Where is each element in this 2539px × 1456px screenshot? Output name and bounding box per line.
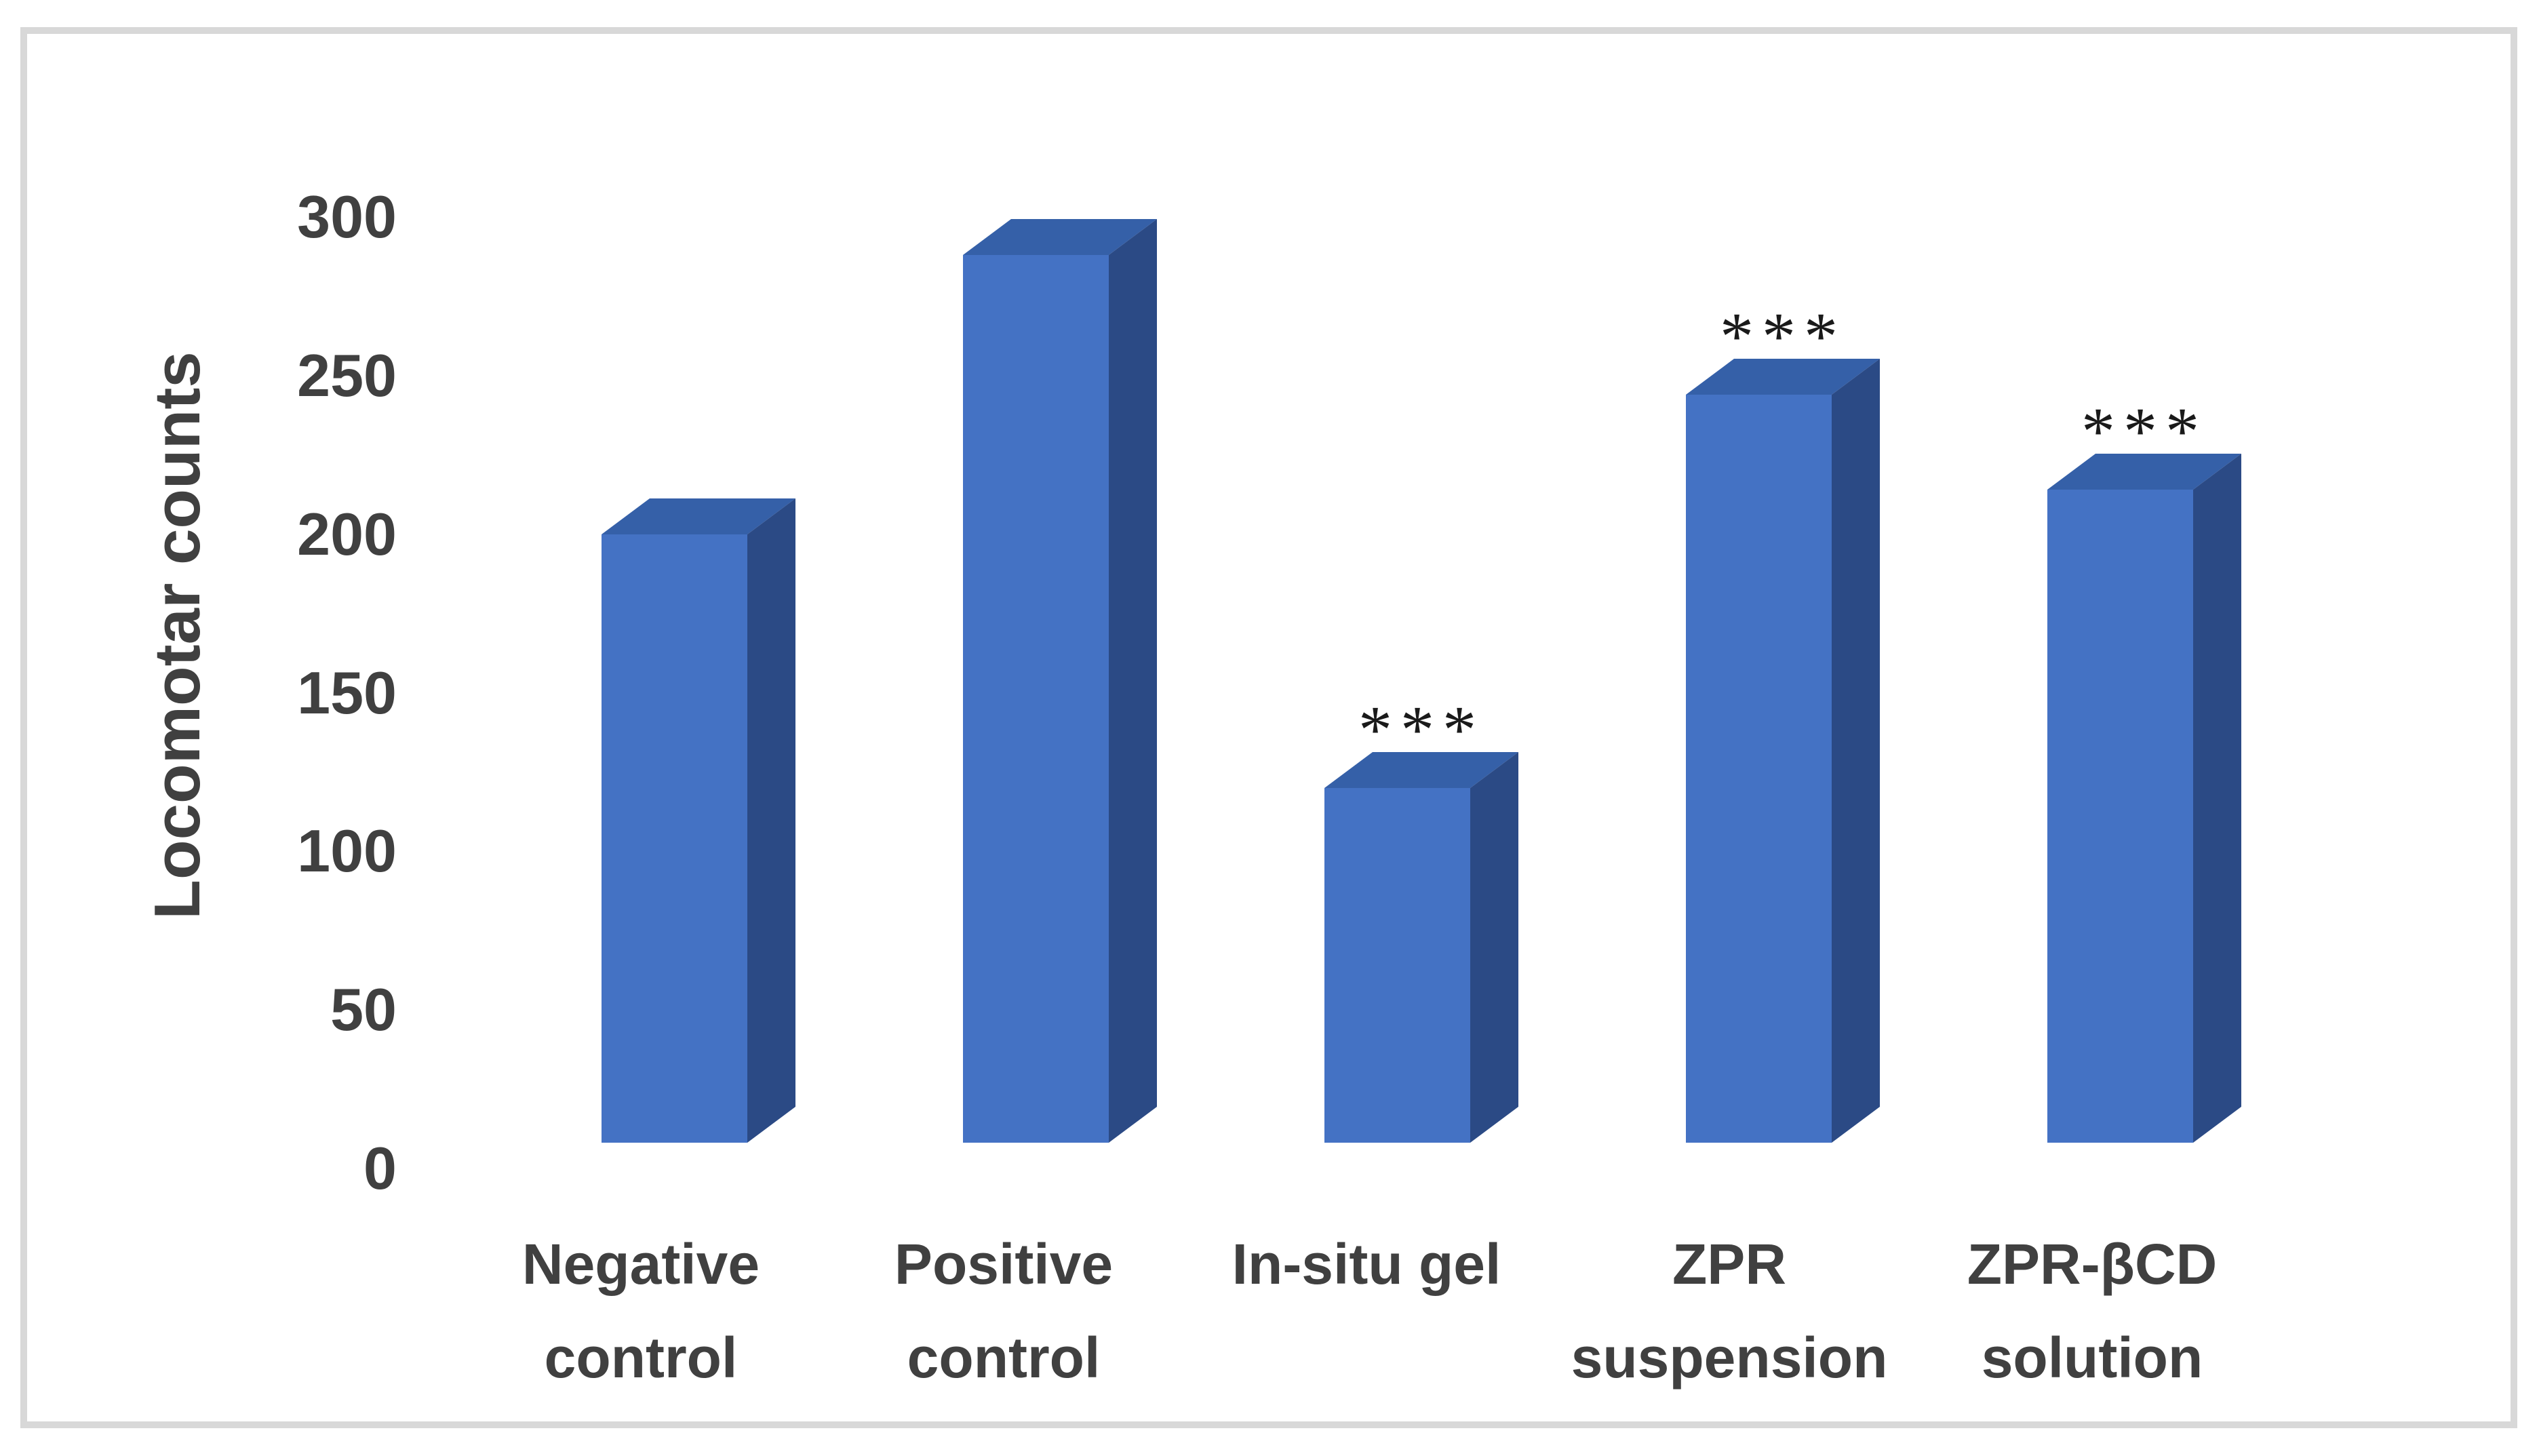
y-tick-label-150: 150 [297,658,397,726]
bar-side-negative-control [747,498,795,1143]
category-label-zpr-cd-solution: ZPR-βCD solution [1967,1217,2218,1404]
category-label-negative-control: Negative control [522,1217,760,1404]
category-label-zpr-suspension: ZPR suspension [1571,1217,1888,1404]
bar-front-zpr-suspension [1686,395,1832,1143]
y-tick-label-0: 0 [363,1135,397,1202]
y-tick-label-100: 100 [297,817,397,885]
bar-side-zpr-suspension [1832,359,1880,1143]
category-label-line: Negative [521,1232,760,1296]
category-label-positive-control: Positive control [894,1217,1113,1404]
bar-front-positive-control [963,255,1109,1143]
category-label-line: control [907,1326,1101,1390]
y-tick-label-50: 50 [330,976,397,1044]
category-label-in-situ-gel: In-situ gel [1232,1217,1501,1311]
category-label-line: solution [1981,1326,2203,1390]
category-label-line: Positive [894,1232,1114,1296]
category-label-line: ZPR-βCD [1967,1232,2218,1296]
category-label-line: ZPR [1672,1232,1786,1296]
y-tick-label-200: 200 [297,500,397,568]
y-tick-label-250: 250 [297,342,397,409]
significance-marker-in-situ-gel: *** [1358,692,1484,767]
category-label-line: suspension [1571,1326,1888,1390]
significance-marker-zpr-suspension: *** [1720,298,1846,374]
bar-side-in-situ-gel [1470,752,1518,1143]
bar-side-zpr-cd-solution [2193,454,2241,1143]
bar-front-zpr-cd-solution [2047,490,2193,1143]
category-label-line: In-situ gel [1232,1232,1501,1296]
bar-side-positive-control [1109,219,1157,1143]
category-label-line: control [544,1326,738,1390]
bar-front-in-situ-gel [1324,788,1470,1143]
significance-marker-zpr-cd-solution: *** [2081,393,2207,469]
y-tick-label-300: 300 [297,183,397,251]
bar-front-negative-control [602,534,747,1143]
